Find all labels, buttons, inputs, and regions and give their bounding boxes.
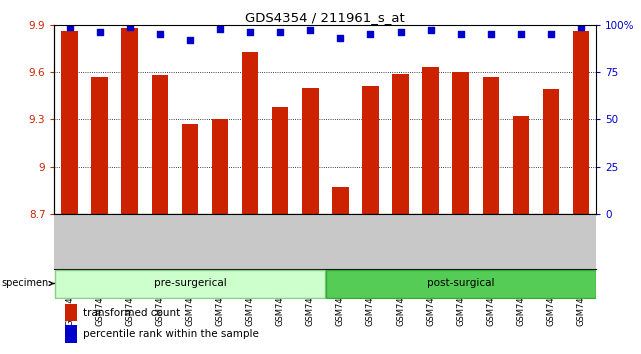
Bar [65,304,77,321]
Point [365,32,376,37]
Point [64,24,74,29]
Bar [332,187,349,214]
Bar [392,74,409,214]
Bar [212,119,228,214]
Point [94,29,104,35]
Bar [573,31,589,214]
Bar [362,86,379,214]
Point [185,37,195,43]
Bar [483,77,499,214]
Bar [422,67,439,214]
Title: GDS4354 / 211961_s_at: GDS4354 / 211961_s_at [246,11,405,24]
Point [456,32,466,37]
Bar [151,75,168,214]
Point [426,28,436,33]
Text: post-surgical: post-surgical [427,279,494,289]
FancyBboxPatch shape [55,270,325,298]
Point [275,29,285,35]
Bar [65,325,77,343]
Bar [121,28,138,214]
Point [215,26,225,32]
Bar [181,124,198,214]
Point [245,29,255,35]
Text: pre-surgerical: pre-surgerical [154,279,226,289]
Text: percentile rank within the sample: percentile rank within the sample [83,329,258,339]
Point [154,32,165,37]
Point [576,24,587,29]
Bar [92,77,108,214]
Point [516,32,526,37]
Point [486,32,496,37]
Bar [242,52,258,214]
Bar [543,90,559,214]
FancyBboxPatch shape [326,270,595,298]
Bar [302,88,319,214]
Text: specimen: specimen [1,279,54,289]
Bar [272,107,288,214]
Point [546,32,556,37]
Point [335,35,345,41]
Bar [62,31,78,214]
Bar [513,116,529,214]
Point [124,24,135,29]
Text: transformed count: transformed count [83,308,180,318]
Point [305,28,315,33]
Bar [453,72,469,214]
Point [395,29,406,35]
